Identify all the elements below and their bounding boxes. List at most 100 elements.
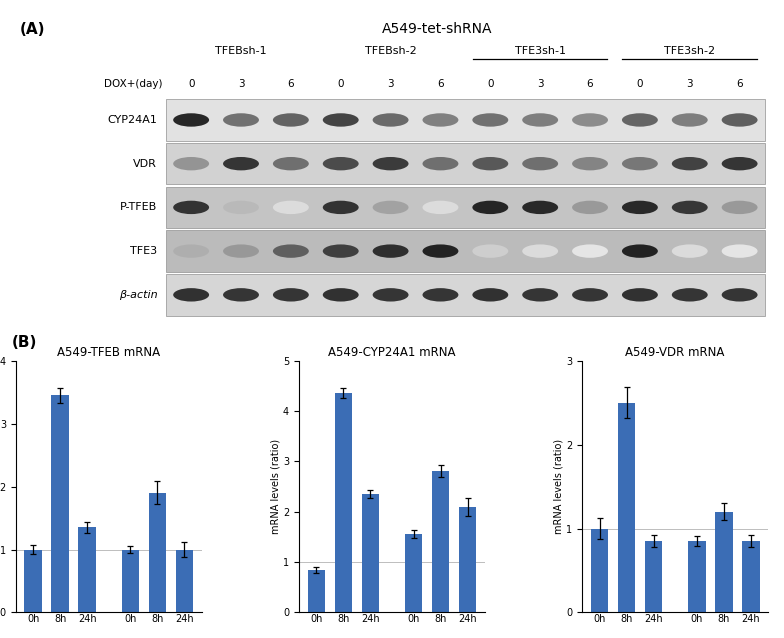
Text: 0: 0 [188,78,194,89]
Ellipse shape [672,157,708,170]
Text: 0: 0 [487,78,494,89]
Ellipse shape [522,244,558,258]
Bar [52,395,69,612]
Ellipse shape [722,157,757,170]
Ellipse shape [273,201,309,214]
Text: TFE3sh-2: TFE3sh-2 [664,46,715,56]
Ellipse shape [473,114,508,127]
Text: VDR: VDR [133,159,157,168]
Bar [24,549,42,612]
Text: 6: 6 [586,78,593,89]
Text: 3: 3 [687,78,693,89]
Text: 6: 6 [437,78,444,89]
Bar [361,494,379,612]
Ellipse shape [572,288,608,302]
Ellipse shape [423,201,459,214]
Title: A549-VDR mRNA: A549-VDR mRNA [626,346,725,359]
Ellipse shape [722,244,757,258]
Text: 3: 3 [238,78,245,89]
Y-axis label: mRNA levels (ratio): mRNA levels (ratio) [270,439,280,534]
Text: TFEBsh-1: TFEBsh-1 [215,46,267,56]
Ellipse shape [323,201,358,214]
Bar [166,230,764,272]
Ellipse shape [622,114,658,127]
Bar [122,549,140,612]
Ellipse shape [572,157,608,170]
Ellipse shape [672,201,708,214]
Ellipse shape [722,201,757,214]
Bar [335,394,352,612]
Ellipse shape [722,288,757,302]
Text: 6: 6 [736,78,743,89]
Ellipse shape [672,244,708,258]
Bar [166,99,764,141]
Bar [149,493,166,612]
Title: A549-CYP24A1 mRNA: A549-CYP24A1 mRNA [328,346,456,359]
Ellipse shape [173,114,209,127]
Ellipse shape [423,244,459,258]
Ellipse shape [473,288,508,302]
Bar [78,528,96,612]
Text: 6: 6 [288,78,294,89]
Ellipse shape [372,157,408,170]
Bar [166,187,764,228]
Text: CYP24A1: CYP24A1 [107,115,157,125]
Ellipse shape [323,114,358,127]
Ellipse shape [423,157,459,170]
Ellipse shape [273,288,309,302]
Text: TFEBsh-2: TFEBsh-2 [365,46,416,56]
Ellipse shape [522,288,558,302]
Title: A549-TFEB mRNA: A549-TFEB mRNA [57,346,161,359]
Bar [166,143,764,184]
Ellipse shape [423,288,459,302]
Bar [307,570,325,612]
Bar [618,403,635,612]
Ellipse shape [473,157,508,170]
Ellipse shape [572,114,608,127]
Ellipse shape [672,288,708,302]
Ellipse shape [173,288,209,302]
Text: 3: 3 [537,78,543,89]
Ellipse shape [223,114,259,127]
Ellipse shape [173,157,209,170]
Text: 0: 0 [337,78,344,89]
Text: DOX+(day): DOX+(day) [104,78,162,89]
Ellipse shape [223,201,259,214]
Bar [715,512,732,612]
Ellipse shape [273,114,309,127]
Ellipse shape [672,114,708,127]
Text: β-actin: β-actin [118,290,157,300]
Ellipse shape [622,201,658,214]
Text: 3: 3 [387,78,394,89]
Ellipse shape [173,244,209,258]
Bar [405,535,423,612]
Ellipse shape [372,114,408,127]
Bar [644,541,662,612]
Ellipse shape [372,201,408,214]
Text: A549-tet-shRNA: A549-tet-shRNA [382,22,492,36]
Ellipse shape [372,288,408,302]
Text: TFE3sh-1: TFE3sh-1 [514,46,566,56]
Y-axis label: mRNA levels (ratio): mRNA levels (ratio) [554,439,563,534]
Ellipse shape [522,157,558,170]
Bar [176,549,193,612]
Bar [742,541,760,612]
Bar [591,528,608,612]
Ellipse shape [323,288,358,302]
Ellipse shape [273,244,309,258]
Bar [432,471,449,612]
Text: (A): (A) [20,22,45,37]
Text: TFE3: TFE3 [130,246,157,256]
Ellipse shape [223,157,259,170]
Text: (B): (B) [12,335,37,350]
Ellipse shape [173,201,209,214]
Ellipse shape [223,244,259,258]
Ellipse shape [423,114,459,127]
Bar [459,507,477,612]
Ellipse shape [522,114,558,127]
Bar [166,274,764,316]
Ellipse shape [622,288,658,302]
Ellipse shape [572,201,608,214]
Ellipse shape [622,244,658,258]
Ellipse shape [273,157,309,170]
